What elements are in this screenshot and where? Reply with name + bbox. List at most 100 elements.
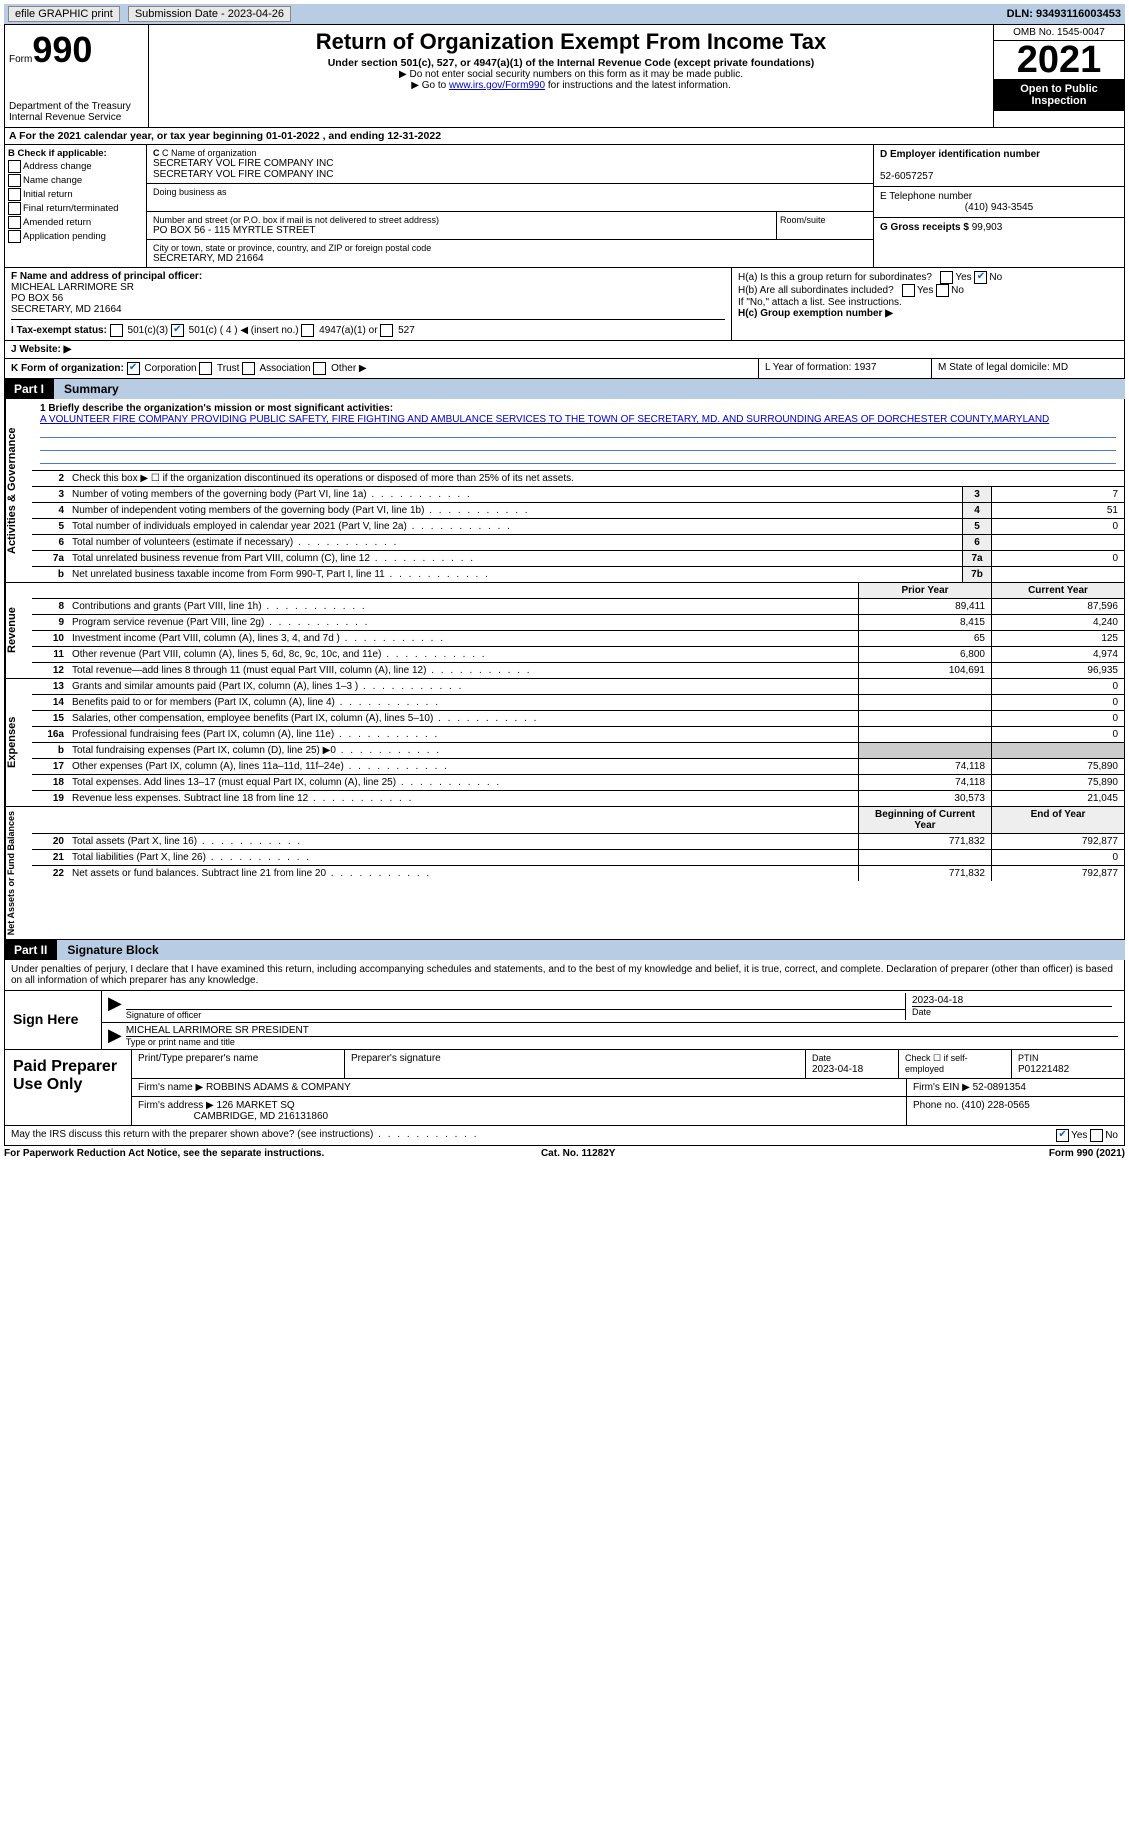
footer-l: For Paperwork Reduction Act Notice, see … (4, 1148, 324, 1159)
table-row: 11Other revenue (Part VIII, column (A), … (32, 647, 1124, 663)
sign-block: Sign Here ▶ Signature of officer 2023-04… (4, 991, 1125, 1050)
j-lbl: J Website: ▶ (11, 344, 71, 355)
tel-lbl: E Telephone number (880, 191, 972, 202)
tel: (410) 943-3545 (880, 202, 1118, 213)
cb-ha-no[interactable] (974, 271, 987, 284)
ha: H(a) Is this a group return for subordin… (738, 272, 932, 283)
sidebar-ag: Activities & Governance (5, 399, 32, 582)
open-inspect: Open to Public Inspection (994, 79, 1124, 111)
dba-lbl: Doing business as (153, 187, 867, 197)
table-row: bNet unrelated business taxable income f… (32, 567, 1124, 582)
cb-name[interactable] (8, 174, 21, 187)
col-b: B Check if applicable: Address change Na… (5, 145, 147, 267)
city-lbl: City or town, state or province, country… (153, 243, 867, 253)
table-row: 14Benefits paid to or for members (Part … (32, 695, 1124, 711)
cb-501c[interactable] (171, 324, 184, 337)
cb-assoc[interactable] (242, 362, 255, 375)
footer-m: Cat. No. 11282Y (541, 1148, 615, 1159)
cb-addr[interactable] (8, 160, 21, 173)
cb-501c3[interactable] (110, 324, 123, 337)
topbar: efile GRAPHIC print Submission Date - 20… (4, 4, 1125, 24)
hc: H(c) Group exemption number ▶ (738, 308, 893, 319)
table-row: 22Net assets or fund balances. Subtract … (32, 866, 1124, 881)
part2-title: Signature Block (57, 940, 1125, 960)
table-row: 5Total number of individuals employed in… (32, 519, 1124, 535)
i-lbl: I Tax-exempt status: (11, 325, 107, 336)
table-row: 6Total number of volunteers (estimate if… (32, 535, 1124, 551)
subdate-btn[interactable]: Submission Date - 2023-04-26 (128, 6, 291, 22)
table-row: 9Program service revenue (Part VIII, lin… (32, 615, 1124, 631)
gross-lbl: G Gross receipts $ (880, 222, 969, 233)
cb-hb-yes[interactable] (902, 284, 915, 297)
mission-lbl: 1 Briefly describe the organization's mi… (40, 403, 393, 414)
summary-ag: Activities & Governance 1 Briefly descri… (4, 399, 1125, 583)
firm-phone: (410) 228-0565 (961, 1100, 1029, 1111)
row-j: J Website: ▶ (4, 341, 1125, 359)
py-hdr: Prior Year (858, 583, 991, 598)
b-hdr: B Check if applicable: (8, 148, 143, 159)
part2-hdr: Part II Signature Block (4, 940, 1125, 960)
p4: Check ☐ if self-employed (899, 1050, 1012, 1078)
part1-title: Summary (54, 379, 1125, 399)
cb-527[interactable] (380, 324, 393, 337)
cb-other[interactable] (313, 362, 326, 375)
section-fh: F Name and address of principal officer:… (4, 268, 1125, 341)
org-name1: SECRETARY VOL FIRE COMPANY INC (153, 158, 867, 169)
dept: Department of the Treasury Internal Reve… (9, 101, 144, 123)
name-lbl: C C Name of organization (153, 148, 867, 158)
sidebar-exp: Expenses (5, 679, 32, 806)
irs-link[interactable]: www.irs.gov/Form990 (449, 80, 545, 91)
arrow-icon: ▶ (108, 993, 122, 1020)
hb-note: If "No," attach a list. See instructions… (738, 297, 1118, 308)
ein: 52-6057257 (880, 171, 933, 182)
p2: Preparer's signature (345, 1050, 806, 1078)
cb-hb-no[interactable] (936, 284, 949, 297)
table-row: 8Contributions and grants (Part VIII, li… (32, 599, 1124, 615)
discuss-row: May the IRS discuss this return with the… (4, 1126, 1125, 1146)
penalty: Under penalties of perjury, I declare th… (4, 960, 1125, 991)
table-row: 4Number of independent voting members of… (32, 503, 1124, 519)
table-row: 18Total expenses. Add lines 13–17 (must … (32, 775, 1124, 791)
efile-btn[interactable]: efile GRAPHIC print (8, 6, 120, 22)
sidebar-net: Net Assets or Fund Balances (5, 807, 32, 939)
cb-ha-yes[interactable] (940, 271, 953, 284)
part1-num: Part I (4, 379, 54, 399)
col-d: D Employer identification number 52-6057… (873, 145, 1124, 267)
cb-4947[interactable] (301, 324, 314, 337)
table-row: 10Investment income (Part VIII, column (… (32, 631, 1124, 647)
org-city: SECRETARY, MD 21664 (153, 253, 867, 264)
note2: ▶ Go to www.irs.gov/Form990 for instruct… (155, 80, 987, 91)
table-row: bTotal fundraising expenses (Part IX, co… (32, 743, 1124, 759)
cb-pending[interactable] (8, 230, 21, 243)
cb-discuss-yes[interactable] (1056, 1129, 1069, 1142)
firm-ein: 52-0891354 (973, 1082, 1026, 1093)
org-name2: SECRETARY VOL FIRE COMPANY INC (153, 169, 867, 180)
cb-final[interactable] (8, 202, 21, 215)
table-row: 17Other expenses (Part IX, column (A), l… (32, 759, 1124, 775)
cb-amend[interactable] (8, 216, 21, 229)
summary-net: Net Assets or Fund Balances Beginning of… (4, 807, 1125, 940)
form-pre: Form (9, 54, 32, 65)
eoy-hdr: End of Year (991, 807, 1124, 833)
paid-lbl: Paid Preparer Use Only (5, 1050, 132, 1125)
col-c: C C Name of organization SECRETARY VOL F… (147, 145, 873, 267)
addr-lbl: Number and street (or P.O. box if mail i… (153, 215, 770, 225)
dln: DLN: 93493116003453 (1007, 8, 1121, 20)
paid-block: Paid Preparer Use Only Print/Type prepar… (4, 1050, 1125, 1126)
cb-initial[interactable] (8, 188, 21, 201)
cb-discuss-no[interactable] (1090, 1129, 1103, 1142)
footer: For Paperwork Reduction Act Notice, see … (4, 1146, 1125, 1161)
hb: H(b) Are all subordinates included? (738, 285, 894, 296)
row-m: M State of legal domicile: MD (932, 359, 1124, 378)
officer-addr1: PO BOX 56 (11, 293, 63, 304)
cb-corp[interactable] (127, 362, 140, 375)
line2: Check this box ▶ ☐ if the organization d… (68, 471, 1124, 486)
f-lbl: F Name and address of principal officer: (11, 271, 202, 282)
officer-name: MICHEAL LARRIMORE SR (11, 282, 134, 293)
summary-rev: Revenue Prior YearCurrent Year 8Contribu… (4, 583, 1125, 679)
table-row: 3Number of voting members of the governi… (32, 487, 1124, 503)
officer-addr2: SECRETARY, MD 21664 (11, 304, 122, 315)
cb-trust[interactable] (199, 362, 212, 375)
cy-hdr: Current Year (991, 583, 1124, 598)
row-l: L Year of formation: 1937 (759, 359, 932, 378)
